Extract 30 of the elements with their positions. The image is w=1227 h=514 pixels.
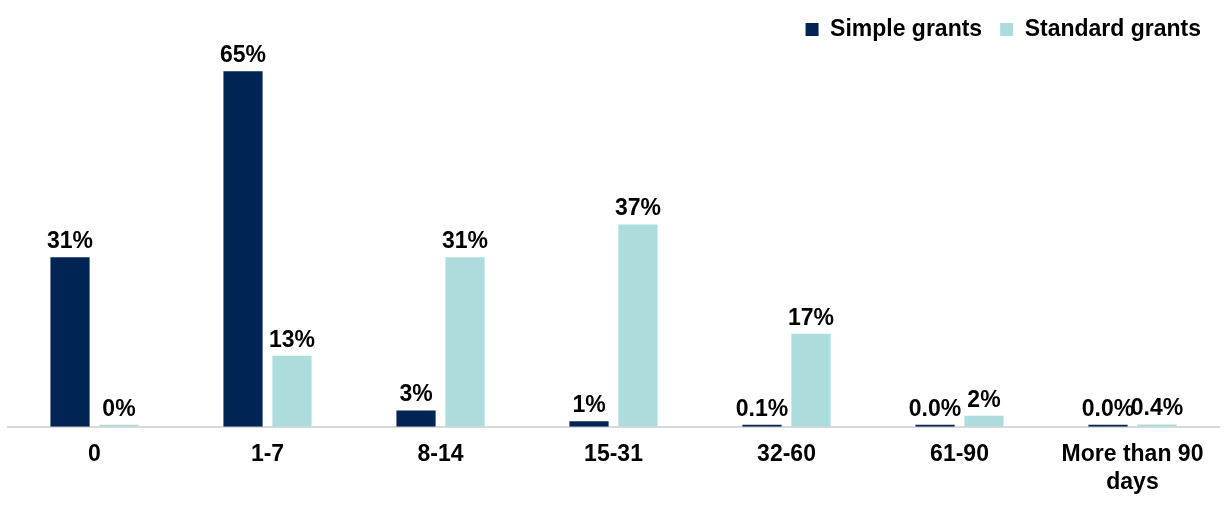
legend-label: Simple grants	[830, 14, 983, 41]
data-label: 1%	[572, 391, 606, 418]
bar	[618, 224, 658, 427]
data-label: 65%	[220, 41, 267, 68]
bar	[396, 410, 436, 427]
bar	[964, 415, 1004, 427]
bar	[791, 333, 831, 427]
data-label: 37%	[614, 194, 661, 221]
bar	[272, 355, 312, 427]
x-tick-label: 32-60	[757, 439, 816, 466]
data-label: 31%	[47, 227, 94, 254]
x-tick-label: 0	[88, 439, 101, 466]
data-label: 31%	[441, 227, 488, 254]
data-label: 0%	[102, 394, 136, 421]
bar	[223, 71, 263, 427]
data-label: 0.1%	[735, 394, 789, 421]
bar	[445, 257, 485, 427]
bar	[569, 421, 609, 427]
data-label: 3%	[399, 380, 433, 407]
x-tick-label: 61-90	[930, 439, 989, 466]
bar	[50, 257, 90, 427]
x-tick-label: 8-14	[417, 439, 464, 466]
data-label: 2%	[967, 385, 1001, 412]
x-tick-label: 1-7	[250, 439, 285, 466]
data-label: 17%	[787, 303, 834, 330]
x-tick-label: More than 90 days	[1061, 439, 1204, 494]
legend-label: Standard grants	[1024, 14, 1202, 41]
data-label: 0.0%	[908, 394, 962, 421]
x-tick-label: 15-31	[584, 439, 644, 466]
data-label: 13%	[268, 325, 315, 352]
